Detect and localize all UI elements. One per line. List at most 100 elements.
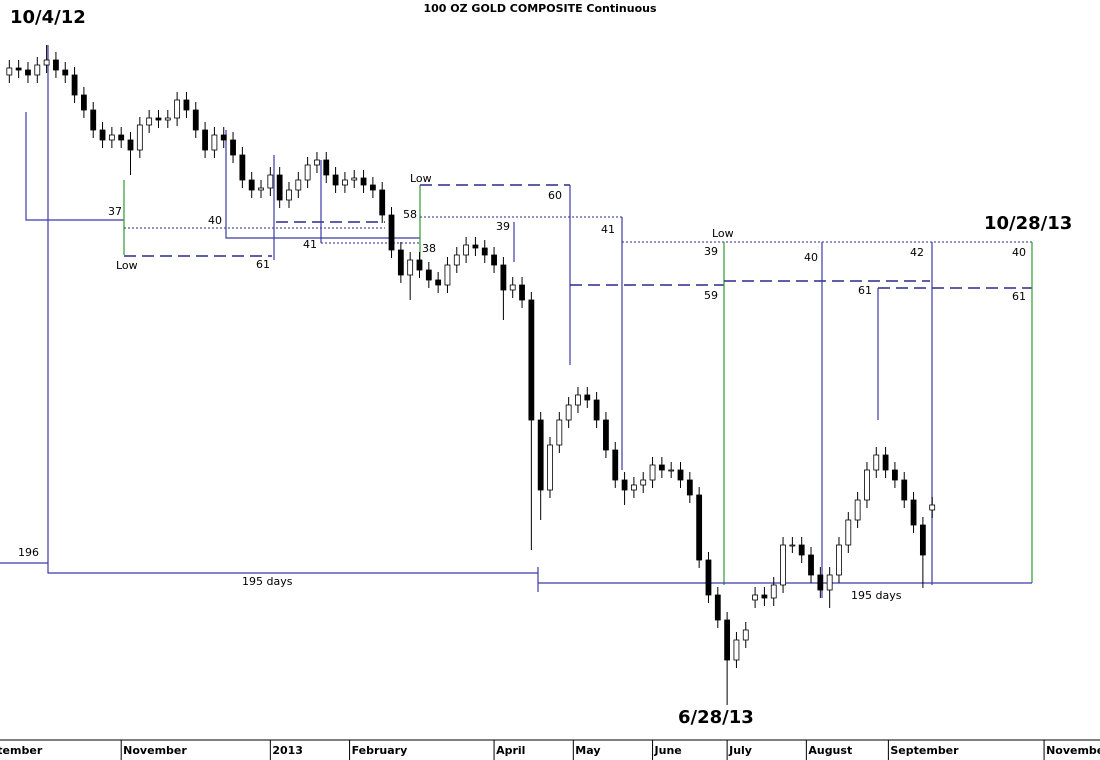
candle-body [910, 499, 917, 526]
candle-body [239, 154, 246, 181]
candle-body [183, 99, 190, 111]
candle-body [360, 177, 367, 186]
candle-body [230, 139, 236, 156]
annotation: 195 days [851, 589, 902, 602]
candle-body [630, 484, 637, 491]
x-tick-label: November [123, 744, 187, 757]
annotation: Low [712, 227, 734, 240]
candle-body [882, 454, 889, 471]
annotation: 41 [303, 238, 317, 251]
candle-body [873, 454, 880, 471]
candle-body [90, 109, 97, 131]
candle-body [612, 449, 619, 481]
candle-body [71, 74, 78, 96]
annotation: 60 [548, 189, 562, 202]
candle-body [668, 469, 675, 472]
annotation: 195 days [242, 575, 293, 588]
annotation: 61 [858, 284, 872, 297]
candle-body [127, 139, 134, 151]
candle-body [99, 129, 106, 141]
candle-body [444, 264, 451, 286]
candle-body [826, 574, 833, 591]
candle-body [369, 184, 376, 191]
candle-body [817, 574, 824, 591]
candle-body [621, 479, 628, 491]
candle-body [62, 69, 69, 76]
candle-body [686, 479, 693, 496]
annotation: 40 [208, 214, 222, 227]
candle-body [267, 174, 274, 189]
candle-body [584, 394, 591, 401]
candle-body [705, 559, 712, 596]
candle-body [258, 187, 264, 191]
candle-body [379, 189, 386, 216]
x-tick-label: May [575, 744, 600, 757]
candle-body [929, 504, 936, 511]
candle-body [836, 544, 842, 576]
candle-body [6, 67, 13, 76]
candle-body [798, 544, 805, 556]
annotation: 58 [403, 208, 417, 221]
date-label: 6/28/13 [678, 707, 754, 728]
x-tick-label: September [0, 744, 43, 757]
annotation: 38 [422, 242, 436, 255]
candle-body [34, 64, 41, 76]
annotation: Low [410, 172, 432, 185]
annotation: 39 [704, 245, 718, 258]
candle-body [500, 264, 507, 291]
candle-body [472, 244, 479, 249]
candle-body [407, 259, 414, 276]
candle-body [248, 179, 255, 191]
candle-body [220, 134, 227, 141]
candle-body [425, 269, 432, 281]
candle-body [742, 629, 749, 641]
candle-body [901, 479, 908, 501]
candle-body [323, 159, 330, 176]
candle-body [892, 469, 898, 481]
candle-body [845, 519, 852, 546]
candle-body [724, 619, 731, 661]
x-tick-label: November [1046, 744, 1100, 757]
candle-body [733, 639, 740, 661]
annotation: 39 [496, 220, 510, 233]
annotation: 59 [704, 289, 718, 302]
candle-body [528, 299, 535, 421]
candle-body [397, 249, 404, 276]
candle-body [53, 59, 59, 71]
candle-body [155, 117, 162, 121]
candle-body [295, 179, 302, 191]
annotation: Low [116, 259, 138, 272]
candle-body [276, 174, 283, 201]
annotation: 61 [1012, 290, 1026, 303]
candle-body [304, 164, 311, 181]
x-tick-label: July [728, 744, 752, 757]
annotation: 41 [601, 223, 615, 236]
candle-body [677, 469, 684, 481]
annotation-lines [0, 45, 1033, 598]
candle-body [314, 159, 320, 166]
candle-body [658, 464, 665, 471]
candle-body [780, 544, 786, 586]
candle-body [770, 584, 777, 599]
chart-title: 100 OZ GOLD COMPOSITE Continuous [423, 2, 656, 15]
candle-body [332, 174, 339, 186]
candle-body [118, 134, 125, 141]
candle-body [864, 469, 870, 501]
candle-body [453, 254, 460, 266]
candle-body [919, 524, 926, 556]
x-tick-label: August [808, 744, 852, 757]
candle-body [192, 109, 199, 131]
candle-body [714, 594, 721, 621]
candle-body [164, 117, 171, 121]
annotation: 37 [108, 205, 122, 218]
annotation: 40 [804, 251, 818, 264]
candle-body [649, 464, 656, 481]
candle-body [761, 594, 768, 599]
candle-body [108, 134, 115, 141]
candle-body [174, 99, 181, 119]
x-tick-label: June [654, 744, 682, 757]
annotation: 42 [910, 246, 924, 259]
candle-body [146, 117, 153, 126]
candle-body [463, 244, 470, 256]
